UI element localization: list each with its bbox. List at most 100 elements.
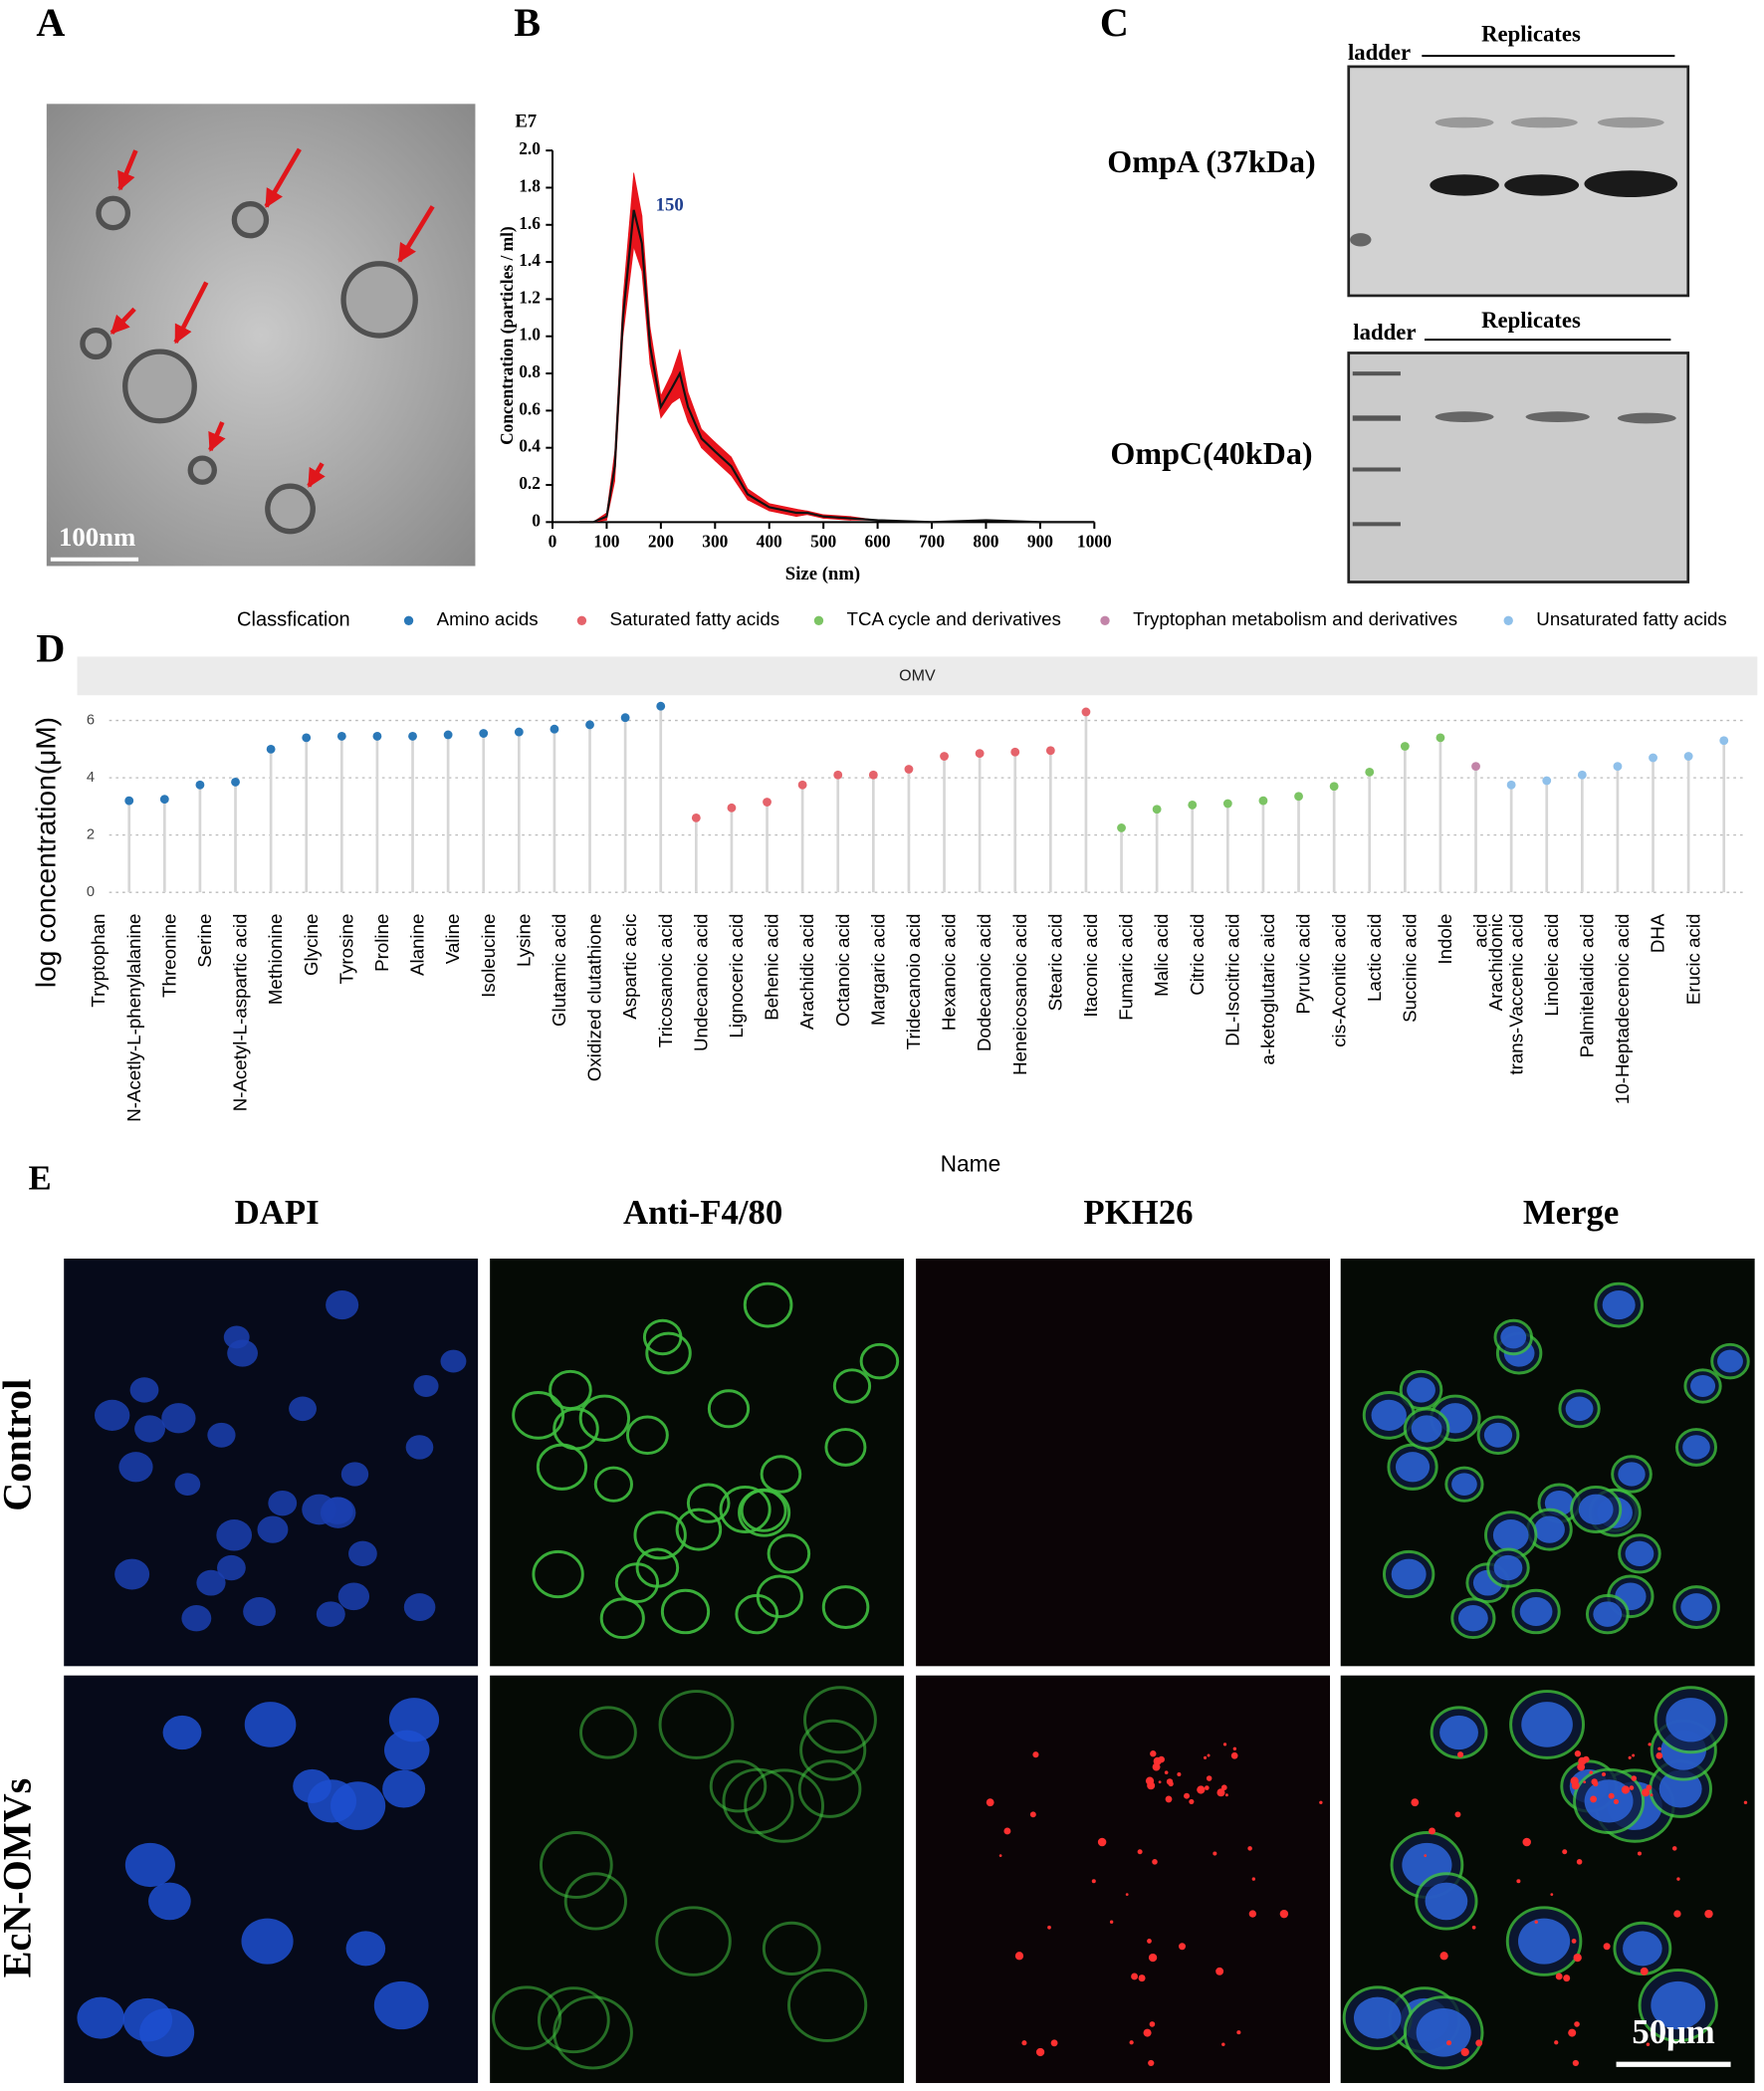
pkh26-spot	[1216, 1788, 1225, 1797]
membrane	[633, 1510, 687, 1560]
nucleus	[207, 1422, 236, 1448]
scale-bar-label: 50μm	[1632, 2012, 1714, 2051]
legend-label: TCA cycle and derivatives	[847, 608, 1061, 629]
x-tick-label: 0	[549, 533, 557, 552]
x-tick-label: Dodecanoic acid	[974, 914, 994, 1051]
pkh26-spot	[1568, 2028, 1577, 2037]
vesicle	[231, 200, 270, 239]
membrane	[579, 1706, 637, 1759]
pkh26-spot	[1047, 1925, 1051, 1930]
nucleus	[134, 1415, 165, 1443]
column-label: Merge	[1523, 1193, 1619, 1232]
pkh26-spot	[1236, 2030, 1241, 2035]
y-tick-label: 0.6	[519, 399, 541, 418]
group-label: Replicates	[1481, 308, 1581, 333]
pkh26-spot	[1014, 1952, 1024, 1961]
facet-title: OMV	[899, 667, 936, 685]
pkh26-spot	[1534, 1920, 1538, 1924]
lollipop-dot	[159, 795, 169, 805]
y-tick-label: 0	[532, 511, 541, 530]
lollipop-dot	[372, 732, 382, 741]
nucleus	[124, 1842, 175, 1888]
pkh26-spot	[1189, 1798, 1195, 1805]
nucleus	[1439, 1715, 1478, 1750]
pkh26-spot	[1603, 1943, 1611, 1951]
facet-strip	[77, 656, 1758, 696]
y-tick-label: 0	[87, 884, 95, 900]
nucleus	[217, 1554, 246, 1581]
y-axis-label: Concentration (particles / ml)	[498, 226, 517, 445]
band	[1510, 116, 1578, 128]
nucleus	[345, 1931, 386, 1967]
membrane	[738, 1488, 791, 1537]
lollipop-dot	[266, 744, 276, 754]
panel-label: D	[36, 626, 65, 671]
nucleus	[388, 1698, 440, 1742]
y-tick-label: 1.8	[519, 176, 541, 195]
nucleus	[1584, 1779, 1634, 1823]
nucleus	[373, 1980, 429, 2030]
membrane	[552, 1995, 633, 2070]
nucleus	[1593, 1601, 1623, 1627]
x-tick-label: 1000	[1077, 533, 1112, 552]
x-tick-label: acid	[1470, 914, 1491, 948]
lollipop-dot	[1365, 767, 1375, 777]
nucleus	[1416, 2008, 1471, 2057]
x-tick-label-extra: Arachidonic	[1485, 914, 1506, 1012]
x-tick-label: Heneicosanoic acid	[1009, 914, 1030, 1075]
x-tick-label: Aspartic acic	[619, 914, 640, 1020]
lollipop-dot	[1542, 776, 1552, 786]
pkh26-spot	[1184, 1792, 1191, 1799]
pkh26-spot	[1583, 1780, 1587, 1784]
nucleus	[161, 1403, 196, 1434]
lollipop-dot	[1683, 752, 1693, 761]
micrograph	[490, 1259, 905, 1667]
pkh26-spot	[998, 1854, 1002, 1857]
lollipop-dot	[1613, 762, 1623, 772]
lollipop-dot	[585, 720, 594, 730]
nucleus	[1457, 1605, 1488, 1632]
pkh26-spot	[1650, 1793, 1654, 1797]
x-tick-label: Stearic acid	[1044, 914, 1065, 1012]
y-tick-label: 6	[87, 712, 95, 728]
membrane	[803, 1686, 877, 1754]
pkh26-spot	[1475, 2039, 1483, 2047]
band	[1434, 116, 1494, 128]
x-tick-label: Fumaric acid	[1116, 914, 1137, 1021]
lollipop-dot	[763, 798, 772, 807]
membrane	[626, 1415, 669, 1456]
membrane	[512, 1391, 565, 1440]
pkh26-spot	[1554, 2040, 1559, 2045]
membrane	[709, 1759, 768, 1813]
error-band	[679, 348, 689, 422]
membrane	[537, 1986, 610, 2054]
x-tick-label: Erucic acid	[1682, 914, 1703, 1006]
y-tick-label: 0.8	[519, 362, 541, 381]
column-label: DAPI	[235, 1193, 320, 1232]
band	[1504, 174, 1580, 196]
x-tick-label: 600	[865, 533, 891, 552]
nucleus	[440, 1349, 467, 1373]
arrow	[208, 421, 226, 452]
ladder-band	[1352, 415, 1401, 421]
nucleus	[302, 1494, 337, 1525]
micrograph-background	[490, 1675, 905, 2083]
lollipop-dot	[1045, 746, 1055, 756]
x-tick-label: trans-Vaccenic acid	[1505, 914, 1526, 1075]
membrane	[539, 1831, 613, 1899]
vesicle	[96, 195, 131, 231]
nucleus	[1717, 1349, 1743, 1373]
x-tick-label: Tricosanoic acid	[655, 914, 676, 1048]
micrograph-background	[490, 1259, 905, 1667]
pkh26-spot	[1429, 1827, 1435, 1835]
pkh26-spot	[1154, 1764, 1159, 1770]
pkh26-spot	[1035, 2047, 1045, 2057]
pkh26-spot	[1637, 1851, 1642, 1856]
mean-line	[579, 209, 1095, 524]
y-tick-label: 1.2	[519, 288, 541, 307]
western-blot-1: ladder Replicates OmpA (37kDa)	[1107, 21, 1690, 298]
arrows	[110, 147, 435, 488]
lollipop-dot	[797, 780, 807, 790]
legend-swatch	[813, 615, 824, 625]
nucleus	[1483, 1422, 1513, 1448]
